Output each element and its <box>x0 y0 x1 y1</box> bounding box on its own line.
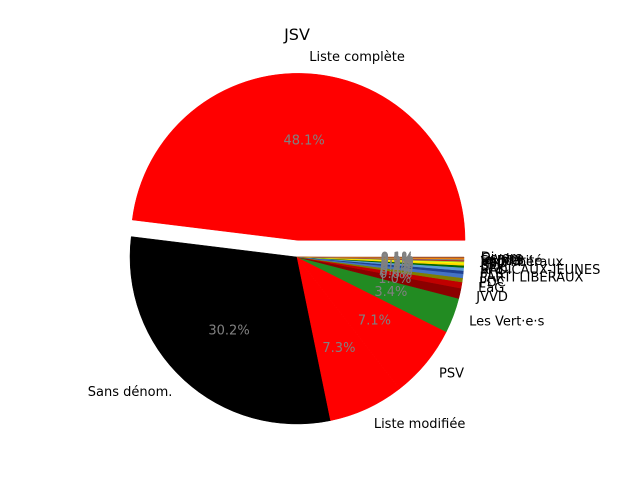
slice-liste-complete <box>131 73 466 241</box>
percent-label-parti-liberaux: 0.4% <box>380 261 413 276</box>
percent-label-psv: 7.1% <box>358 314 391 329</box>
percent-label-liste-modifiee: 7.3% <box>322 341 355 356</box>
slice-label-divers: Divers <box>481 251 523 266</box>
percent-label-solidarite: 0.1% <box>381 252 414 267</box>
pie-slices <box>129 73 466 425</box>
slice-label-solidarite: Solidarité <box>481 254 543 269</box>
chart-title: JSV <box>283 25 310 44</box>
slice-label-radicaux-jeunes: RADICAUX-JEUNES <box>480 263 600 278</box>
percent-label-sans-denom: 30.2% <box>208 324 249 339</box>
percent-label-centre: 0.1% <box>381 251 414 266</box>
percent-label-jvvd: 1.0% <box>378 272 411 287</box>
slice-label-pdc: PDC <box>479 275 506 290</box>
percent-label-radicaux-jeunes: 0.3% <box>380 257 413 272</box>
slice-label-sans-denom: Sans dénom. <box>88 385 173 400</box>
slice-label-jeunes: Jeunes <box>480 253 524 268</box>
percent-label-udc: 0.2% <box>381 256 414 271</box>
slice-label-vert-liberaux: Vert'libéraux <box>481 255 564 270</box>
slice-label-pbd: PBD <box>481 256 508 271</box>
slice-label-les-vert-e-s: Les Vert·e·s <box>469 314 545 329</box>
percent-label-liste-complete: 48.1% <box>283 133 324 148</box>
slice-label-eag: EàG <box>478 281 504 296</box>
slice-label-parti-liberaux: PARTI LIBERAUX <box>480 271 584 286</box>
percent-label-plr: 0.3% <box>380 259 413 274</box>
percent-label-les-vert-e-s: 3.4% <box>374 285 407 300</box>
slice-label-pev: PEV <box>481 258 506 273</box>
slice-label-jvvd: JVVD <box>475 290 508 305</box>
slice-label-plr: PLR <box>480 267 504 282</box>
percent-labels: 48.1%30.2%7.3%7.1%3.4%1.0%0.6%0.4%0.4%0.… <box>208 133 413 356</box>
percent-label-eag: 0.6% <box>379 267 412 282</box>
percent-label-jeunes: 0.1% <box>381 252 414 267</box>
percent-label-vert-liberaux: 0.1% <box>381 253 414 268</box>
slice-label-liste-complete: Liste complète <box>309 50 405 65</box>
percent-label-pdc: 0.4% <box>380 264 413 279</box>
slice-sans-denom <box>129 236 331 425</box>
slice-labels: Liste complète Sans dénom. Liste modifiée P… <box>88 50 601 432</box>
percent-label-pbd: 0.1% <box>381 253 414 268</box>
percent-label-pev: 0.2% <box>381 254 414 269</box>
slice-label-psv: PSV <box>439 367 464 382</box>
slice-label-centre: Centre <box>481 252 524 267</box>
slice-label-udc: UDC <box>480 260 509 275</box>
percent-label-divers: 0.1% <box>381 250 414 265</box>
slice-label-liste-modifiee: Liste modifiée <box>374 417 466 432</box>
slice-divers <box>296 256 465 259</box>
